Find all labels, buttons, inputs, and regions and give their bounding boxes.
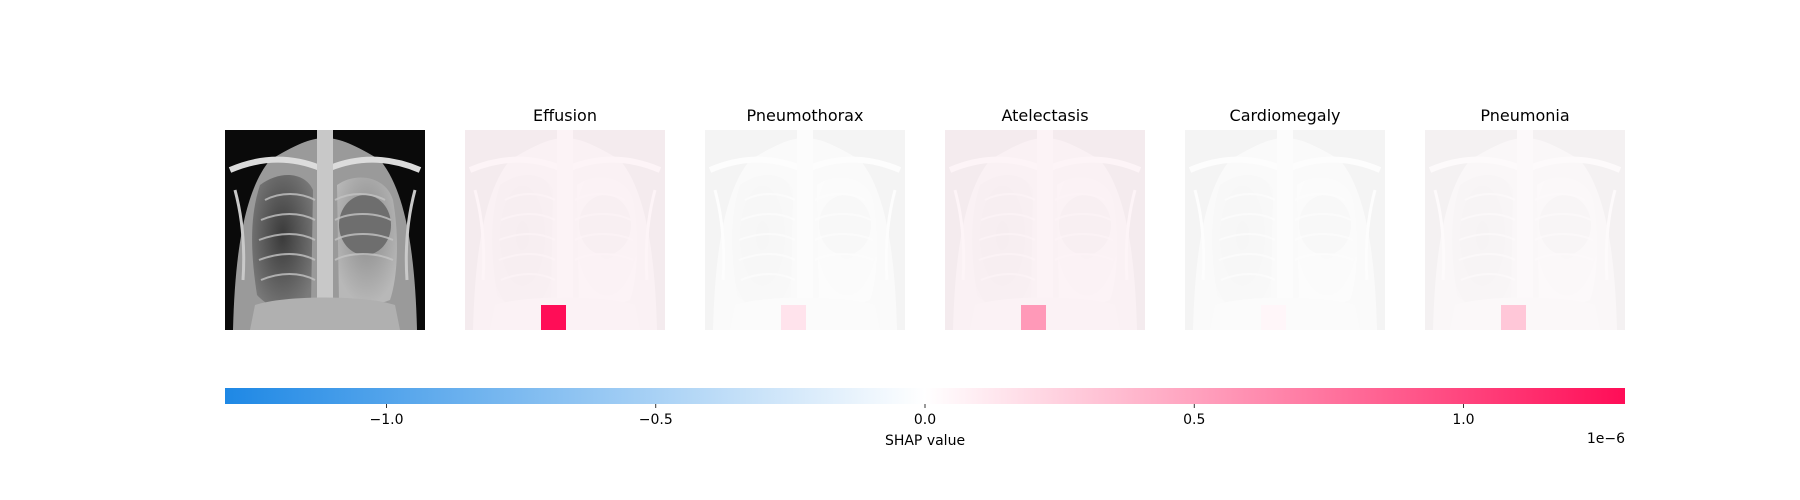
panel-title: Pneumothorax	[747, 106, 864, 125]
colorbar-tick-label: 0.0	[914, 412, 936, 428]
background-xray	[945, 130, 1145, 330]
shap-background-tint	[1185, 130, 1385, 330]
shap-background-tint	[705, 130, 905, 330]
colorbar-label: SHAP value	[885, 433, 965, 449]
shap-highlight-patch	[781, 305, 806, 330]
panel-title: Cardiomegaly	[1230, 106, 1341, 125]
colorbar-gradient	[225, 388, 1625, 404]
shap-background-tint	[1425, 130, 1625, 330]
shap-background-tint	[945, 130, 1145, 330]
colorbar-tick-label: 1.0	[1452, 412, 1474, 428]
shap-panel-effusion: Effusion	[465, 106, 665, 330]
colorbar: −1.0 −0.5 0.0 0.5 1.0 SHAP value 1e−6	[225, 388, 1625, 449]
colorbar-ticks: −1.0 −0.5 0.0 0.5 1.0	[370, 404, 1475, 428]
colorbar-tick-label: −1.0	[370, 412, 404, 428]
shap-highlight-patch	[1501, 305, 1526, 330]
shap-background-tint	[465, 130, 665, 330]
shap-panel-atelectasis: Atelectasis	[945, 106, 1145, 330]
panel-title: Effusion	[533, 106, 597, 125]
shap-highlight-patch	[1021, 305, 1046, 330]
colorbar-tick-label: −0.5	[639, 412, 673, 428]
colorbar-offset-label: 1e−6	[1587, 431, 1625, 447]
shap-highlight-patch	[541, 305, 566, 330]
panel-title: Pneumonia	[1480, 106, 1569, 125]
background-xray	[465, 130, 665, 330]
shap-panel-cardiomegaly: Cardiomegaly	[1185, 106, 1385, 330]
shap-highlight-patch	[1261, 305, 1286, 330]
shap-panel-pneumonia: Pneumonia	[1425, 106, 1625, 330]
shap-panel-pneumothorax: Pneumothorax	[705, 106, 905, 330]
original-image	[225, 130, 425, 330]
background-xray	[705, 130, 905, 330]
colorbar-tick-label: 0.5	[1183, 412, 1205, 428]
background-xray	[1425, 130, 1625, 330]
shap-panels: Effusion Pneumothorax Atelectasis Cardiomeg…	[465, 106, 1625, 330]
background-xray	[1185, 130, 1385, 330]
panel-title: Atelectasis	[1001, 106, 1088, 125]
